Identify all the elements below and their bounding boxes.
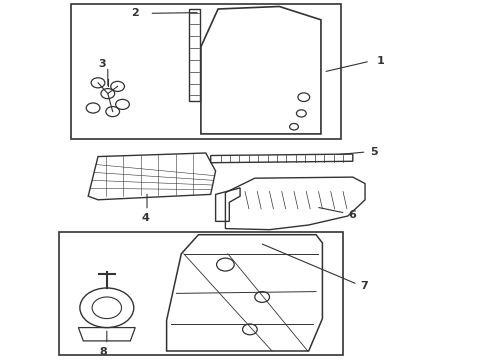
FancyBboxPatch shape	[59, 232, 343, 355]
Text: 6: 6	[348, 210, 356, 220]
Text: 1: 1	[376, 56, 384, 66]
Text: 3: 3	[98, 59, 106, 69]
Text: 8: 8	[99, 347, 107, 357]
Text: 7: 7	[360, 281, 368, 291]
Text: 5: 5	[370, 147, 378, 157]
Text: 2: 2	[131, 8, 139, 18]
FancyBboxPatch shape	[71, 4, 341, 139]
Text: 4: 4	[141, 213, 149, 223]
